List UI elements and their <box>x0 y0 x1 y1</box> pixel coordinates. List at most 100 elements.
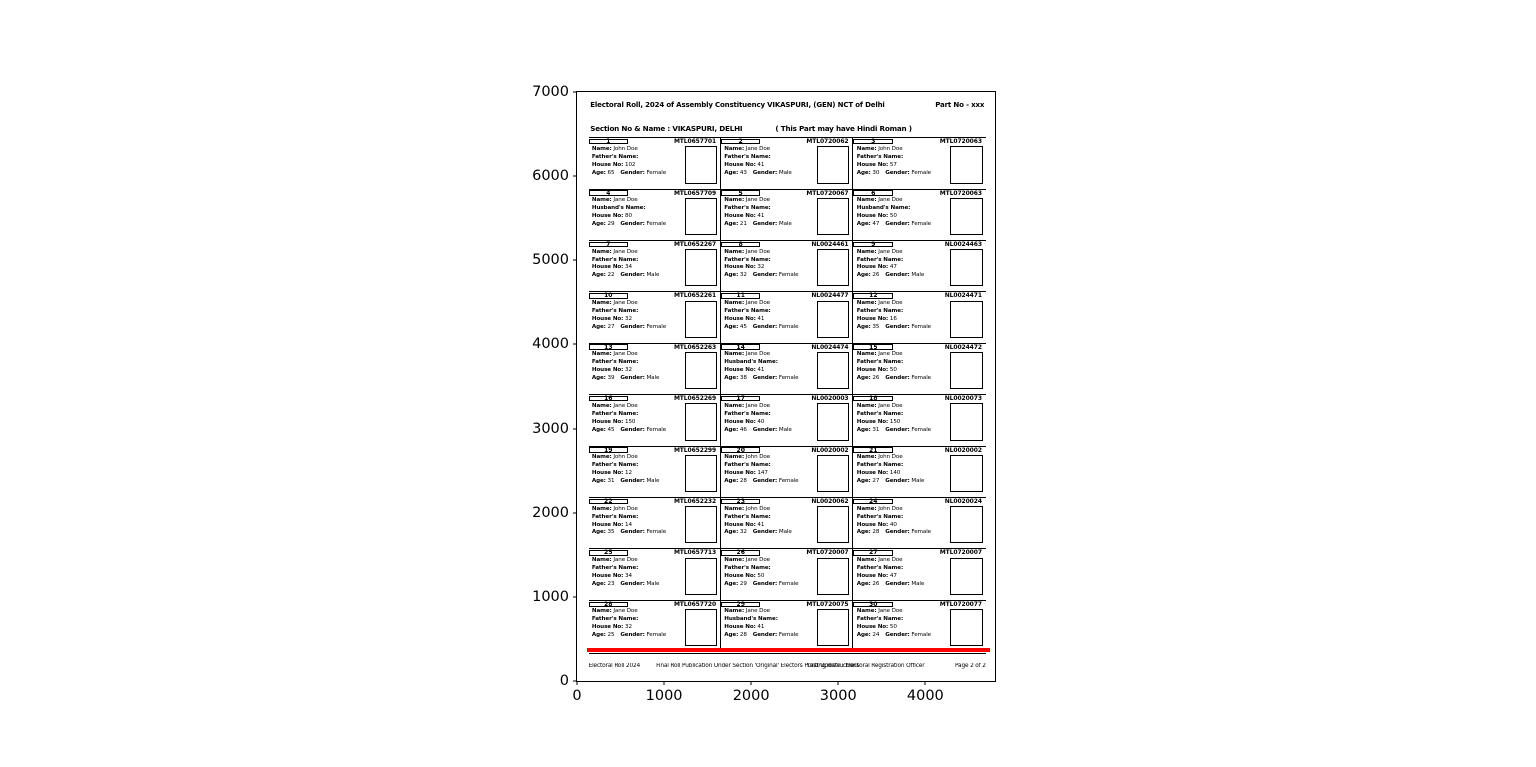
voter-entry-cell: 19 MTL0652299 Name: John Doe Father's Name:… <box>588 446 721 499</box>
voter-relation-field: Father's Name: <box>591 410 639 417</box>
voter-entry-cell: 28 MTL0657720 Name: Jane Doe Father's Name:… <box>588 600 721 653</box>
voter-name-field: Name: Jane Doe <box>856 300 903 306</box>
voter-entry-header: 20 NL0020002 <box>721 447 852 454</box>
voter-age-field: Age: 28 <box>724 632 747 639</box>
voter-name-field: Name: Jane Doe <box>591 248 638 255</box>
voter-age-gender-row: Age: 28 Gender: Female <box>857 529 942 537</box>
voter-entry-header: 16 MTL0652269 <box>588 395 720 402</box>
voter-relation-field: Father's Name: <box>856 359 904 366</box>
voter-photo-box <box>816 146 850 184</box>
voter-photo-box <box>684 608 717 647</box>
voter-name-field: Name: Jane Doe <box>856 608 903 615</box>
voter-house-field: House No: 147 <box>724 470 768 477</box>
x-axis-tick-label: 2000 <box>732 688 770 704</box>
voter-photo-box <box>684 557 717 595</box>
voter-serial-number: 10 <box>588 292 628 299</box>
voter-age-gender-row: Age: 31 Gender: Female <box>857 427 942 435</box>
voter-name-field: Name: Jane Doe <box>856 248 903 255</box>
voter-gender-field: Gender: Female <box>885 221 932 227</box>
voter-house-field: House No: 47 <box>856 572 897 579</box>
voter-age-gender-row: Age: 30 Gender: Female <box>857 170 942 178</box>
voter-entry-cell: 25 MTL0657713 Name: Jane Doe Father's Name:… <box>588 549 721 601</box>
voter-entry-cell: 8 NL0024461 Name: Jane Doe Father's Name: H… <box>721 241 854 293</box>
voter-age-gender-row: Age: 46 Gender: Male <box>724 427 808 435</box>
y-axis-tick-label: 0 <box>559 673 569 689</box>
voter-epic-id: NL0020002 <box>811 446 849 454</box>
voter-name-field: Name: Jane Doe <box>724 608 771 615</box>
footer-left: Electoral Roll 2024 <box>588 663 641 670</box>
voter-photo-box <box>684 197 717 235</box>
voter-gender-field: Gender: Female <box>885 169 932 176</box>
voter-epic-id: NL0024471 <box>944 292 982 300</box>
voter-age-field: Age: 21 <box>724 221 747 227</box>
voter-serial-number: 16 <box>588 395 628 402</box>
voter-age-gender-row: Age: 29 Gender: Female <box>592 221 676 229</box>
voter-epic-id: MTL0652267 <box>673 241 717 248</box>
voter-relation-field: Father's Name: <box>591 513 639 520</box>
y-axis-tick <box>573 680 577 682</box>
voter-photo-box <box>950 351 983 390</box>
voter-entry-cell: 5 MTL0720067 Name: Jane Doe Father's Name: … <box>721 189 854 242</box>
voter-serial-number: 3 <box>853 138 894 145</box>
voter-details: Name: Jane Doe Husband's Name: House No: … <box>857 197 942 239</box>
x-axis-tick <box>924 681 926 685</box>
voter-name-field: Name: Jane Doe <box>591 402 638 409</box>
voter-age-gender-row: Age: 35 Gender: Female <box>857 324 942 332</box>
voter-details: Name: Jane Doe Father's Name: House No: 3… <box>592 249 676 291</box>
voter-relation-field: Father's Name: <box>856 513 904 520</box>
voter-photo-box <box>684 300 717 338</box>
voter-relation-field: Father's Name: <box>856 307 904 314</box>
header-divider-rule <box>588 136 986 138</box>
section-no-and-name: Section No & Name : VIKASPURI, DELHI <box>590 124 743 134</box>
voter-epic-id: NL0024472 <box>944 343 982 351</box>
voter-gender-field: Gender: Female <box>752 632 799 639</box>
voter-age-field: Age: 45 <box>724 323 747 330</box>
voter-epic-id: NL0020002 <box>944 446 982 454</box>
voter-age-gender-row: Age: 27 Gender: Male <box>857 478 942 486</box>
voter-entry-header: 29 MTL0720075 <box>721 601 852 608</box>
voter-age-field: Age: 38 <box>724 375 747 382</box>
voter-house-field: House No: 32 <box>724 264 765 271</box>
voter-gender-field: Gender: Female <box>620 221 667 227</box>
voter-photo-box <box>950 146 983 184</box>
voter-photo-box <box>950 403 983 441</box>
voter-age-field: Age: 45 <box>591 426 615 433</box>
voter-entry-cell: 23 NL0020062 Name: John Doe Father's Name: … <box>721 498 854 550</box>
voter-entry-header: 17 NL0020003 <box>721 395 852 402</box>
voter-entry-header: 1 MTL0657701 <box>588 138 720 145</box>
voter-entry-cell: 2 MTL0720062 Name: Jane Doe Father's Name: … <box>721 138 854 190</box>
voter-relation-field: Father's Name: <box>591 616 639 623</box>
voter-photo-box <box>684 249 717 287</box>
voter-entry-cell: 18 NL0020073 Name: Jane Doe Father's Name: … <box>853 395 986 447</box>
x-axis-tick <box>750 681 752 685</box>
voter-name-field: Name: Jane Doe <box>724 402 771 409</box>
voter-entry-header: 9 NL0024463 <box>853 241 985 248</box>
voter-age-gender-row: Age: 32 Gender: Female <box>724 272 808 280</box>
voter-details: Name: Jane Doe Father's Name: House No: 3… <box>592 557 676 599</box>
voter-house-field: House No: 50 <box>856 213 897 220</box>
voter-name-field: Name: John Doe <box>591 505 638 512</box>
voter-age-field: Age: 32 <box>724 272 747 279</box>
voter-gender-field: Gender: Female <box>752 580 799 587</box>
voter-serial-number: 26 <box>721 549 761 556</box>
voter-photo-box <box>950 197 983 235</box>
voter-entry-cell: 30 MTL0720077 Name: Jane Doe Father's Name:… <box>853 601 986 653</box>
voter-details: Name: John Doe Father's Name: House No: 1… <box>724 454 808 496</box>
voter-entry-header: 28 MTL0657720 <box>588 601 720 608</box>
y-axis-tick <box>573 596 577 598</box>
footer-page-number: Page 2 of 2 <box>954 663 986 670</box>
voter-epic-id: NL0020024 <box>944 498 982 505</box>
voter-entry-cell: 4 MTL0657709 Name: Jane Doe Husband's Name:… <box>588 189 721 242</box>
voter-house-field: House No: 40 <box>856 521 897 528</box>
voter-epic-id: NL0024461 <box>811 241 849 248</box>
voter-age-gender-row: Age: 45 Gender: Female <box>724 324 808 332</box>
voter-photo-box <box>950 506 983 544</box>
voter-name-field: Name: Jane Doe <box>724 557 771 564</box>
voter-entry-header: 8 NL0024461 <box>721 241 852 248</box>
voter-entry-cell: 21 NL0020002 Name: John Doe Father's Name: … <box>853 446 986 499</box>
voter-house-field: House No: 41 <box>724 315 765 322</box>
y-axis-tick <box>573 259 577 261</box>
voter-age-field: Age: 32 <box>724 529 747 536</box>
voter-photo-box <box>816 403 850 441</box>
voter-details: Name: John Doe Father's Name: House No: 5… <box>857 146 942 188</box>
